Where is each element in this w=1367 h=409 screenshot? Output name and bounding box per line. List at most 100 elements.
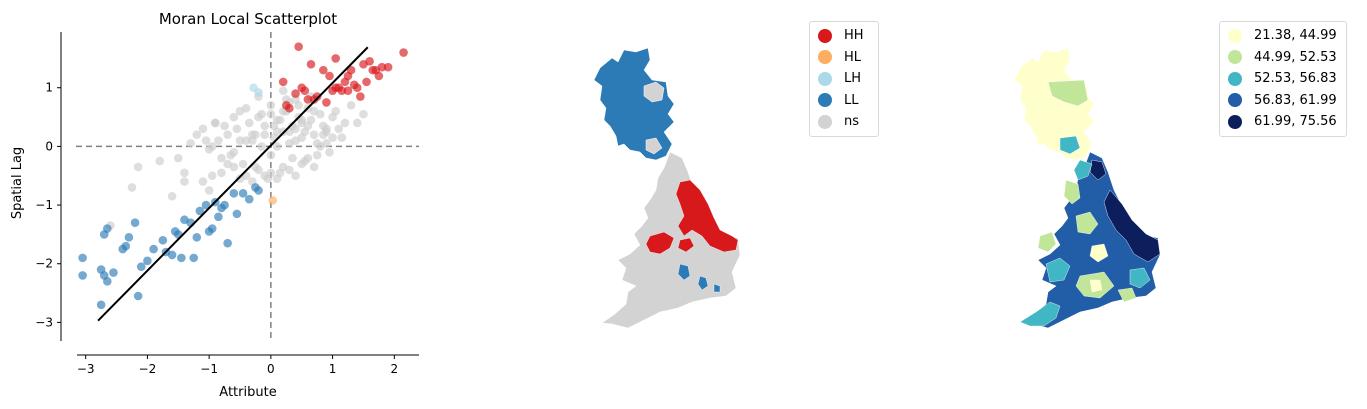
- teal-southeast: [1129, 267, 1151, 289]
- point-ll: [254, 186, 263, 195]
- point-ns: [235, 136, 245, 145]
- point-ll: [124, 233, 134, 242]
- point-hh: [278, 77, 288, 87]
- point-ll: [238, 189, 248, 198]
- point-ns: [217, 153, 226, 163]
- legend-swatch: [818, 71, 832, 86]
- point-ns: [319, 130, 328, 139]
- legend-item: LL: [818, 90, 870, 112]
- point-ns: [229, 162, 239, 172]
- x-tick-label: −1: [200, 362, 218, 376]
- point-hh: [325, 71, 334, 81]
- legend-label: 61.99, 75.56: [1254, 114, 1337, 130]
- legend-label: LH: [844, 71, 862, 87]
- green-wales: [1037, 231, 1057, 253]
- point-ns: [346, 101, 356, 110]
- point-ns: [291, 171, 300, 181]
- ll-cluster-south: [677, 263, 691, 281]
- legend-swatch: [1228, 50, 1242, 65]
- legend-swatch: [1228, 28, 1242, 43]
- point-hh: [365, 57, 374, 66]
- point-ns: [288, 153, 297, 163]
- point-ll: [136, 262, 146, 271]
- point-ns: [211, 118, 220, 128]
- darkest-east: [1103, 189, 1161, 263]
- point-hh: [383, 62, 393, 72]
- point-ns: [309, 130, 319, 139]
- legend-label: 21.38, 44.99: [1254, 28, 1337, 44]
- point-ns: [291, 136, 300, 145]
- point-ns: [325, 147, 334, 157]
- point-hh: [294, 42, 303, 51]
- legend-label: 52.53, 56.83: [1254, 71, 1337, 87]
- point-ll: [78, 271, 87, 280]
- choropleth-legend: 21.38, 44.99 44.99, 52.53 52.53, 56.83 56.8…: [1219, 21, 1347, 137]
- legend-label: LL: [844, 92, 859, 108]
- legend-item: 56.83, 61.99: [1228, 90, 1338, 112]
- point-ns: [260, 130, 269, 139]
- point-ns: [229, 112, 239, 122]
- legend-label: ns: [844, 114, 860, 130]
- point-ns: [312, 139, 322, 148]
- point-ns: [173, 153, 183, 163]
- point-hl: [268, 196, 278, 205]
- teal-north: [1073, 159, 1093, 181]
- point-ns: [180, 177, 189, 186]
- point-hh: [343, 86, 353, 95]
- choropleth-map: [1013, 47, 1161, 329]
- x-tick-label: −2: [139, 362, 157, 376]
- teal-southwest: [1019, 301, 1061, 327]
- x-tick-label: −3: [77, 362, 95, 376]
- point-hh: [362, 77, 371, 87]
- point-ns: [266, 168, 276, 178]
- point-ns: [285, 165, 294, 175]
- point-ns: [251, 130, 260, 139]
- hh-cluster-west: [645, 231, 675, 255]
- scotland-teal-patch: [1059, 135, 1081, 155]
- point-ns: [275, 115, 285, 125]
- point-ns: [238, 159, 248, 169]
- ll-cluster-southeast-2: [713, 283, 721, 293]
- point-ns: [297, 159, 307, 169]
- hh-cluster-mid: [677, 237, 695, 253]
- point-ll: [109, 268, 118, 277]
- legend-item: HL: [818, 47, 870, 69]
- point-ll: [232, 209, 242, 219]
- point-hh: [291, 89, 300, 98]
- point-ns: [192, 130, 202, 139]
- darkest-north: [1089, 159, 1107, 181]
- point-ns: [198, 124, 208, 134]
- legend-item: LH: [818, 68, 870, 90]
- point-ns: [155, 156, 165, 166]
- hh-cluster-north: [675, 179, 739, 253]
- point-ns: [223, 130, 232, 139]
- point-hh: [374, 71, 384, 81]
- point-ns: [309, 162, 319, 172]
- point-ns: [241, 136, 251, 145]
- legend-item: 52.53, 56.83: [1228, 68, 1338, 90]
- scotland-green-patch: [1047, 79, 1089, 107]
- point-ll: [102, 277, 112, 286]
- legend-item: ns: [818, 111, 870, 133]
- point-ns: [312, 150, 322, 160]
- legend-swatch: [818, 114, 832, 129]
- legend-label: HH: [844, 28, 864, 44]
- x-tick-label: 1: [329, 362, 337, 376]
- scotland-region: [1013, 47, 1095, 161]
- point-ns: [207, 171, 217, 181]
- legend-item: 44.99, 52.53: [1228, 47, 1338, 69]
- point-ns: [232, 124, 242, 134]
- y-tick-label: 1: [45, 81, 53, 95]
- legend-swatch: [818, 28, 832, 43]
- legend-swatch: [1228, 114, 1242, 129]
- point-ll: [96, 300, 106, 310]
- point-hh: [346, 65, 356, 75]
- point-ns: [254, 112, 263, 122]
- legend-swatch: [818, 93, 832, 108]
- point-ll: [201, 200, 211, 210]
- point-ns: [244, 118, 254, 128]
- point-hh: [399, 48, 408, 57]
- x-axis-label: Attribute: [219, 385, 276, 400]
- lisa-cluster-map: [593, 47, 741, 329]
- point-ll: [78, 253, 87, 263]
